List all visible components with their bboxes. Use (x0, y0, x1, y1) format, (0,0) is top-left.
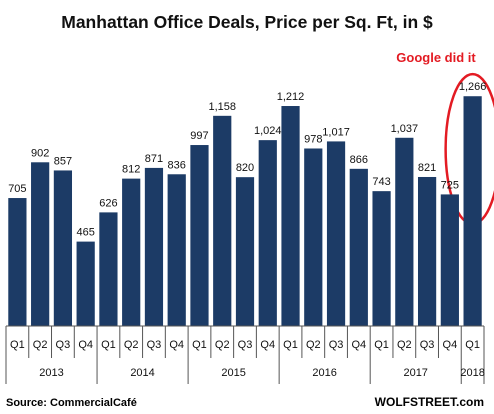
data-label: 871 (145, 153, 163, 165)
data-label: 902 (31, 147, 49, 159)
bar (167, 174, 186, 326)
chart-title: Manhattan Office Deals, Price per Sq. Ft… (61, 12, 433, 32)
year-label: 2015 (221, 367, 245, 379)
data-label: 725 (441, 179, 459, 191)
quarter-tick-label: Q3 (147, 339, 162, 351)
bar (372, 191, 391, 326)
data-label: 836 (168, 159, 186, 171)
bar (122, 178, 141, 326)
quarter-tick-label: Q2 (306, 339, 321, 351)
data-label: 626 (99, 197, 117, 209)
quarter-tick-label: Q1 (465, 339, 480, 351)
bar (304, 148, 323, 326)
year-label: 2013 (39, 367, 63, 379)
bar (417, 176, 437, 326)
brand-text: WOLFSTREET.com (375, 395, 484, 409)
quarter-tick-label: Q2 (397, 339, 412, 351)
source-text: Source: CommercialCafé (6, 397, 137, 409)
data-label: 866 (350, 154, 368, 166)
bar (440, 194, 459, 326)
data-label: 705 (8, 183, 26, 195)
data-label: 1,266 (459, 81, 487, 93)
data-label: 997 (190, 130, 208, 142)
quarter-tick-label: Q1 (101, 339, 116, 351)
quarter-tick-label: Q4 (260, 339, 275, 351)
bar (190, 145, 209, 326)
data-label: 1,024 (254, 125, 282, 137)
data-label: 820 (236, 162, 254, 174)
bar (31, 162, 50, 326)
bar (99, 212, 118, 326)
quarter-tick-label: Q1 (192, 339, 207, 351)
bar (258, 140, 277, 326)
bar (463, 96, 482, 326)
year-label: 2016 (312, 367, 336, 379)
data-label: 1,158 (208, 101, 236, 113)
quarter-tick-label: Q4 (78, 339, 93, 351)
bar (235, 177, 255, 326)
quarter-tick-label: Q2 (215, 339, 230, 351)
quarter-tick-label: Q2 (33, 339, 48, 351)
bar (53, 170, 73, 326)
data-label: 465 (76, 227, 94, 239)
quarter-tick-label: Q3 (329, 339, 344, 351)
data-label: 1,037 (391, 123, 419, 135)
bar (395, 137, 414, 326)
bar (8, 198, 27, 326)
year-label: 2014 (130, 367, 154, 379)
data-label: 978 (304, 133, 322, 145)
data-label: 743 (372, 176, 390, 188)
quarter-tick-label: Q4 (351, 339, 366, 351)
bar (213, 115, 232, 326)
bar (76, 241, 95, 326)
year-label: 2017 (403, 367, 427, 379)
year-label: 2018 (460, 367, 484, 379)
quarter-tick-label: Q3 (238, 339, 253, 351)
bar (349, 168, 368, 326)
quarter-tick-label: Q3 (420, 339, 435, 351)
bar (144, 167, 164, 326)
quarter-tick-label: Q1 (374, 339, 389, 351)
quarter-tick-label: Q1 (283, 339, 298, 351)
data-label: 1,017 (322, 126, 350, 138)
annotation-text: Google did it (396, 50, 476, 65)
bar (281, 106, 300, 327)
data-label: 821 (418, 162, 436, 174)
data-label: 1,212 (277, 91, 305, 103)
data-label: 857 (54, 155, 72, 167)
quarter-tick-label: Q1 (10, 339, 25, 351)
quarter-tick-label: Q3 (56, 339, 71, 351)
bar (326, 141, 346, 326)
quarter-tick-label: Q4 (169, 339, 184, 351)
quarter-tick-label: Q2 (124, 339, 139, 351)
data-label: 812 (122, 164, 140, 176)
quarter-tick-label: Q4 (443, 339, 458, 351)
